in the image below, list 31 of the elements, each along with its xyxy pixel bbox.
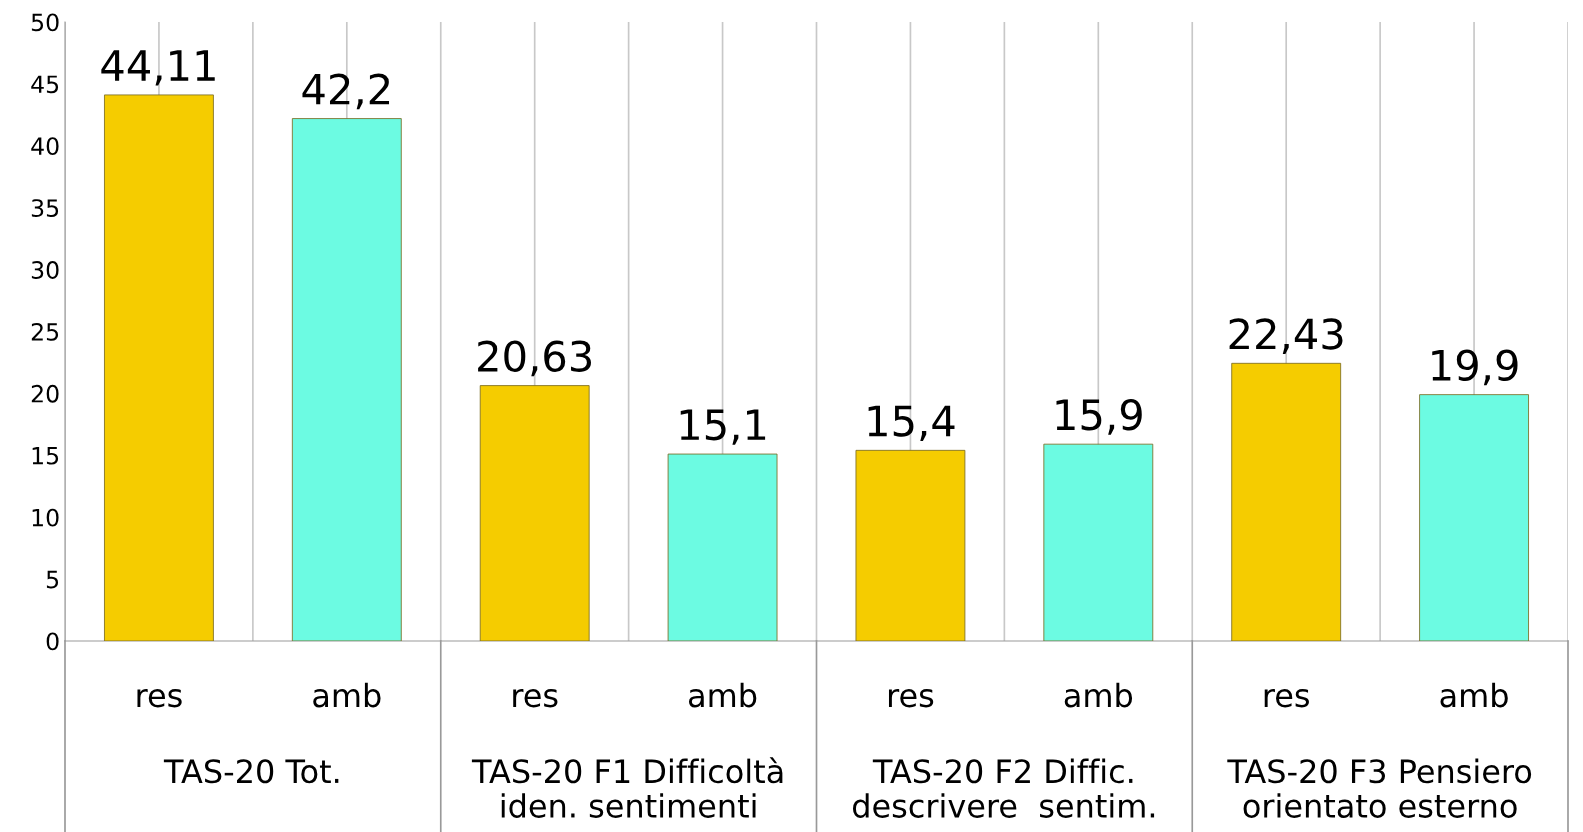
data-label: 15,9 [1056,399,1142,435]
y-tick-label: 20 [31,384,59,403]
text: TAS-20 Tot. [163,759,339,784]
y-tick-label: 10 [32,508,59,527]
y-tick-label: 50 [31,13,59,32]
y-tick-label: 15 [32,447,59,465]
y-tick-label: 35 [31,199,59,218]
y-tick-label: 30 [31,261,59,279]
data-label: 22,43 [1229,318,1343,354]
text: TAS-20 F2 Diffic. descrivere sentim. [852,758,1155,818]
data-label: 15,1 [680,409,766,445]
data-label: 15,4 [868,405,955,441]
data-label: 42,2 [302,73,390,110]
x-tick-label: res [137,689,182,708]
x-tick-label: amb [688,682,757,708]
data-label: 19,9 [1432,349,1518,386]
data-label: 20,63 [478,340,591,377]
y-tick-label: 5 [46,570,59,589]
text: TAS-20 F3 Pensiero orientato esterno [1227,758,1532,818]
x-tick-label: amb [313,682,381,708]
y-tick-label: 25 [31,322,59,341]
x-tick-label: amb [1064,682,1133,708]
x-tick-label: res [513,689,558,708]
data-label: 44,11 [101,50,215,86]
y-tick-label: 45 [31,75,59,94]
x-tick-label: res [1264,689,1309,708]
x-tick-label: amb [1440,682,1508,708]
y-tick-label: 40 [31,137,59,156]
text: TAS-20 F1 Difficoltà iden. sentimenti [471,757,783,818]
y-tick-label: 0 [46,632,59,651]
x-tick-label: res [888,689,934,708]
